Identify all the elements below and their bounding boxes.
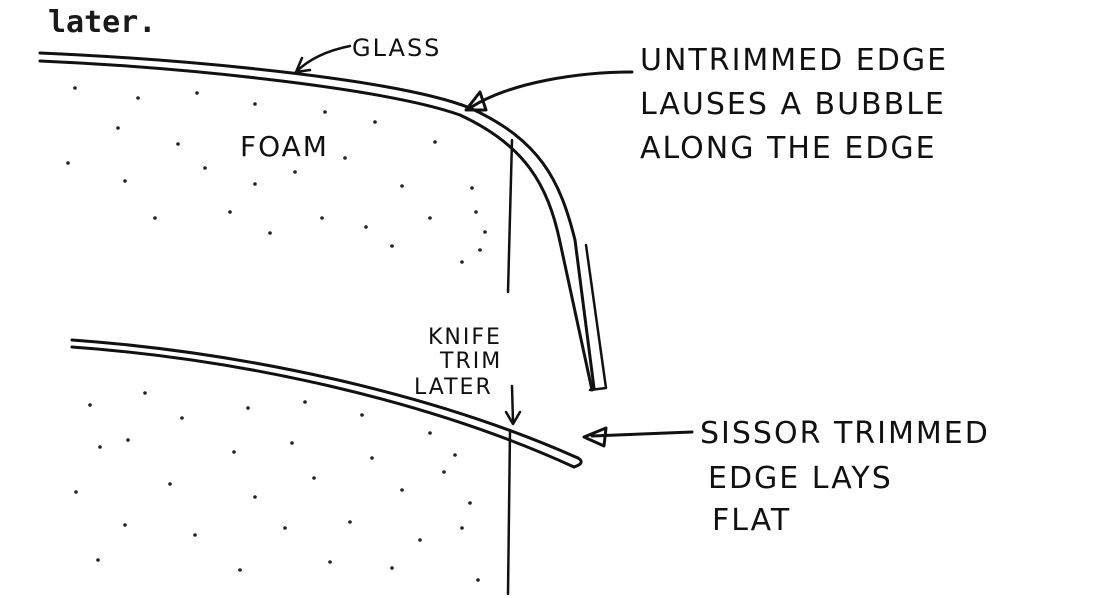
upper-foam-edge — [506, 138, 514, 294]
lower-glass-inner — [70, 345, 576, 469]
lower-detail — [70, 338, 583, 596]
knife-callout: KNIFE TRIM LATER — [414, 325, 522, 426]
lower-glass-end — [572, 456, 583, 469]
knife-arrowhead — [504, 410, 522, 426]
untrimmed-line-1: UNTRIMMED EDGE — [640, 43, 948, 78]
untrimmed-line-3: ALONG THE EDGE — [640, 131, 937, 166]
knife-line-2: TRIM — [439, 349, 502, 374]
sissor-line-1: SISSOR TRIMMED — [700, 416, 990, 451]
untrimmed-arrowhead — [464, 90, 488, 112]
sissor-callout: SISSOR TRIMMED EDGE LAYS FLAT — [582, 416, 990, 538]
knife-arrow-line — [510, 384, 515, 424]
sissor-arrowhead — [582, 426, 608, 448]
glass-callout: GLASS — [294, 34, 441, 74]
glass-arrowhead — [294, 56, 312, 74]
upper-glass-inner — [38, 59, 594, 392]
lower-foam-edge — [506, 428, 512, 596]
knife-line-3: LATER — [414, 375, 493, 400]
knife-line-1: KNIFE — [428, 325, 502, 350]
upper-glass-outer — [38, 51, 596, 390]
glass-leader — [294, 44, 352, 74]
sissor-line-3: FLAT — [712, 503, 791, 538]
upper-detail — [38, 51, 608, 392]
untrimmed-line-2: LAUSES A BUBBLE — [640, 87, 946, 122]
upper-foam-speckles — [66, 86, 487, 264]
untrimmed-arrow-line — [468, 70, 634, 110]
upper-glass-end — [584, 243, 608, 392]
sissor-arrow-line — [590, 430, 694, 438]
lower-glass-outer — [70, 338, 580, 460]
glass-label: GLASS — [352, 34, 441, 62]
caption-fragment: later. — [48, 5, 156, 40]
sissor-line-2: EDGE LAYS — [708, 461, 893, 496]
foam-label: FOAM — [240, 130, 329, 163]
lower-foam-speckles — [74, 391, 480, 582]
untrimmed-callout: UNTRIMMED EDGE LAUSES A BUBBLE ALONG THE… — [464, 43, 948, 166]
